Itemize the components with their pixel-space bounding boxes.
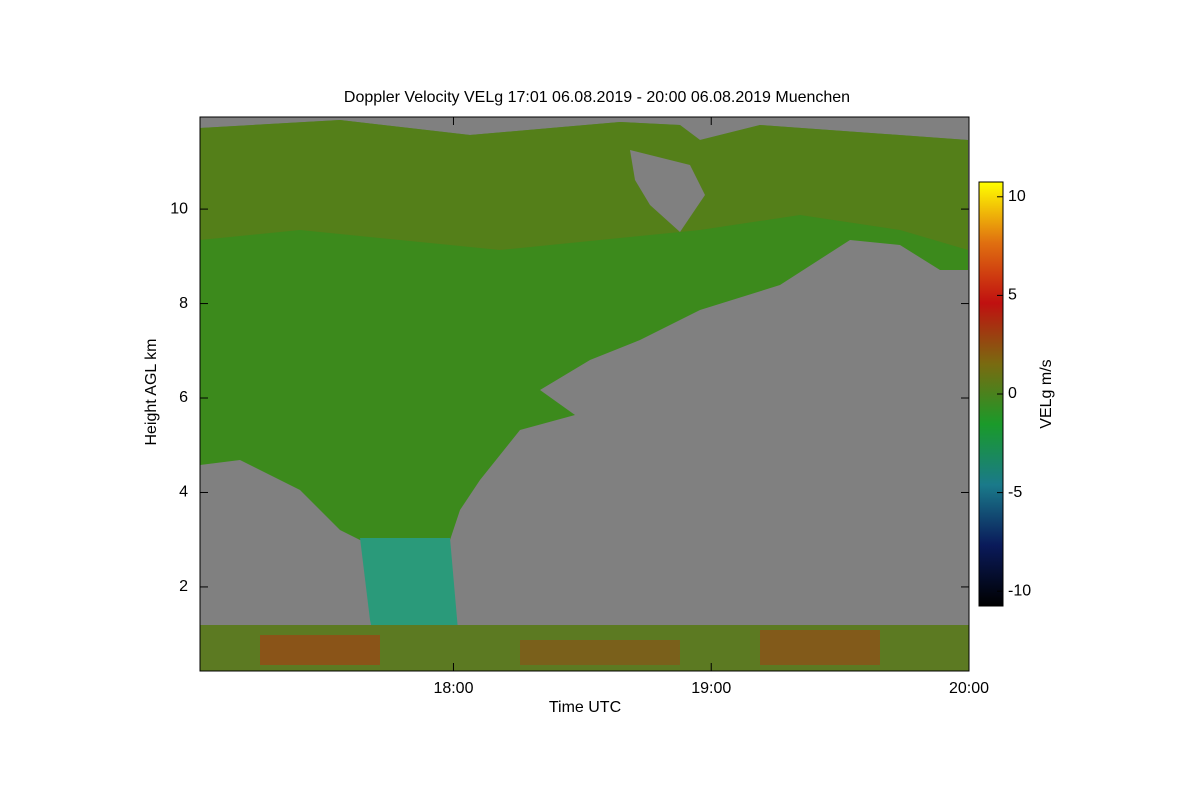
clutter-patch	[260, 635, 380, 665]
y-tick-label: 10	[170, 200, 188, 217]
x-axis-label: Time UTC	[549, 699, 621, 716]
cloud-top-echo	[200, 120, 968, 250]
colorbar-tick-label: 10	[1008, 188, 1026, 205]
y-tick-label: 6	[179, 389, 188, 406]
colorbar-tick-label: -5	[1008, 484, 1022, 501]
clutter-patch	[760, 630, 880, 665]
plot-frame	[199, 116, 970, 672]
clutter-patch	[520, 640, 680, 665]
colorbar-label: VELg m/s	[1038, 359, 1055, 428]
y-tick-label: 8	[179, 295, 188, 312]
gap	[630, 150, 705, 232]
chart-title: Doppler Velocity VELg 17:01 06.08.2019 -…	[344, 89, 850, 106]
y-axis-label: Height AGL km	[143, 338, 160, 445]
colorbar-tick-label: 0	[1008, 385, 1017, 402]
y-tick-label: 4	[179, 484, 188, 501]
colorbar-tick-label: 5	[1008, 287, 1017, 304]
y-tick-label: 2	[179, 578, 188, 595]
x-tick-label: 20:00	[949, 680, 989, 697]
x-tick-label: 18:00	[433, 680, 473, 697]
x-tick-label: 19:00	[691, 680, 731, 697]
colorbar-tick-label: -10	[1008, 582, 1031, 599]
